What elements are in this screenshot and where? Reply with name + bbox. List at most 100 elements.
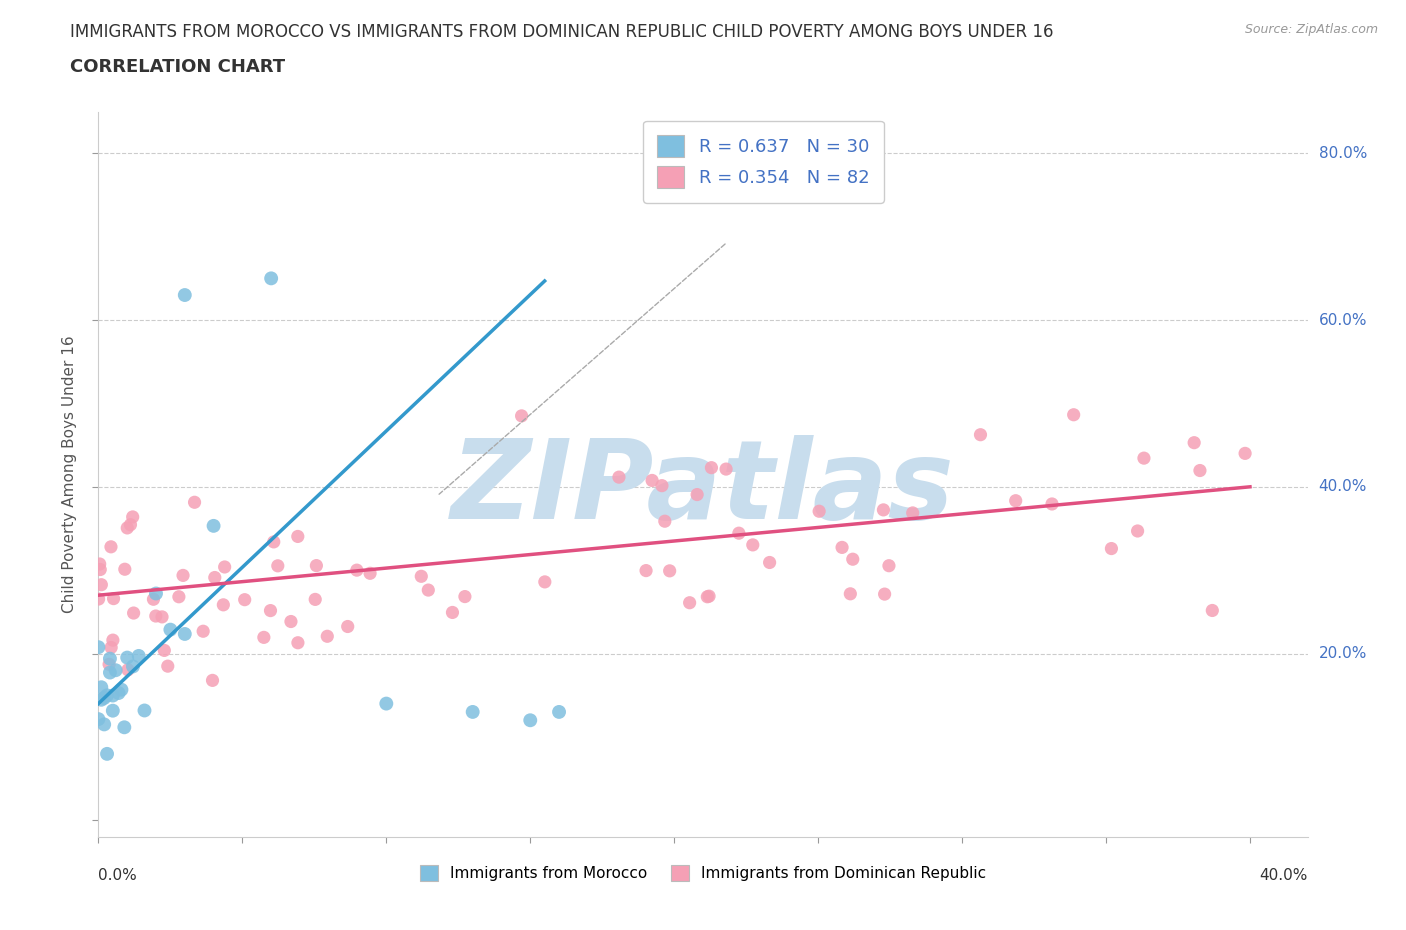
Point: [233, 592, 256, 607]
Point: [98, 657, 121, 671]
Point: [686, 487, 709, 502]
Point: [172, 568, 194, 583]
Point: [454, 589, 477, 604]
Point: [411, 569, 433, 584]
Point: [1182, 435, 1205, 450]
Point: [607, 470, 630, 485]
Point: [87, 640, 110, 655]
Point: [156, 658, 179, 673]
Point: [1099, 541, 1122, 556]
Point: [461, 705, 484, 720]
Point: [700, 460, 723, 475]
Point: [901, 506, 924, 521]
Point: [842, 551, 865, 566]
Text: ZIPatlas: ZIPatlas: [451, 435, 955, 542]
Text: 60.0%: 60.0%: [1319, 312, 1367, 327]
Point: [145, 586, 167, 601]
Point: [98, 651, 121, 666]
Point: [758, 555, 780, 570]
Point: [134, 703, 156, 718]
Point: [441, 605, 464, 620]
Point: [96, 747, 118, 762]
Point: [534, 575, 557, 590]
Text: 40.0%: 40.0%: [1319, 479, 1367, 495]
Text: 20.0%: 20.0%: [1319, 646, 1367, 661]
Point: [287, 635, 309, 650]
Point: [651, 478, 673, 493]
Point: [90, 578, 112, 592]
Point: [142, 591, 165, 606]
Point: [90, 680, 112, 695]
Point: [191, 624, 214, 639]
Point: [201, 673, 224, 688]
Point: [839, 587, 862, 602]
Point: [678, 595, 700, 610]
Text: IMMIGRANTS FROM MOROCCO VS IMMIGRANTS FROM DOMINICAN REPUBLIC CHILD POVERTY AMON: IMMIGRANTS FROM MOROCCO VS IMMIGRANTS FR…: [70, 23, 1054, 41]
Point: [100, 640, 122, 655]
Point: [159, 622, 181, 637]
Point: [112, 720, 135, 735]
Point: [267, 558, 290, 573]
Point: [101, 703, 124, 718]
Point: [117, 662, 139, 677]
Point: [202, 518, 225, 533]
Point: [808, 504, 831, 519]
Point: [280, 614, 302, 629]
Point: [183, 495, 205, 510]
Point: [375, 697, 398, 711]
Point: [87, 711, 110, 726]
Point: [359, 565, 381, 580]
Point: [173, 627, 195, 642]
Point: [93, 691, 115, 706]
Point: [117, 521, 139, 536]
Point: [1040, 497, 1063, 512]
Point: [101, 688, 124, 703]
Text: 40.0%: 40.0%: [1260, 868, 1308, 883]
Y-axis label: Child Poverty Among Boys Under 16: Child Poverty Among Boys Under 16: [62, 336, 77, 613]
Point: [305, 558, 328, 573]
Point: [115, 650, 138, 665]
Point: [122, 659, 145, 674]
Point: [304, 592, 326, 607]
Point: [418, 582, 440, 597]
Point: [1234, 446, 1257, 461]
Point: [1063, 407, 1085, 422]
Point: [287, 529, 309, 544]
Point: [122, 605, 145, 620]
Point: [872, 502, 894, 517]
Point: [636, 564, 658, 578]
Legend: Immigrants from Morocco, Immigrants from Dominican Republic: Immigrants from Morocco, Immigrants from…: [413, 859, 993, 887]
Point: [714, 461, 737, 476]
Point: [1126, 524, 1149, 538]
Point: [263, 535, 285, 550]
Point: [101, 632, 124, 647]
Point: [120, 517, 142, 532]
Point: [214, 560, 236, 575]
Point: [741, 538, 763, 552]
Point: [316, 629, 339, 644]
Point: [1188, 463, 1211, 478]
Point: [877, 558, 900, 573]
Point: [1133, 451, 1156, 466]
Text: 80.0%: 80.0%: [1319, 146, 1367, 161]
Point: [346, 563, 368, 578]
Point: [107, 685, 129, 700]
Point: [696, 590, 718, 604]
Text: CORRELATION CHART: CORRELATION CHART: [70, 58, 285, 75]
Point: [253, 630, 276, 644]
Point: [1004, 493, 1026, 508]
Point: [336, 619, 359, 634]
Point: [153, 643, 176, 658]
Point: [519, 712, 541, 727]
Point: [728, 525, 751, 540]
Point: [89, 556, 111, 571]
Point: [260, 271, 283, 286]
Point: [873, 587, 896, 602]
Point: [697, 589, 720, 604]
Text: 0.0%: 0.0%: [98, 868, 138, 883]
Point: [96, 688, 118, 703]
Point: [98, 665, 121, 680]
Point: [1201, 603, 1223, 618]
Point: [110, 683, 132, 698]
Point: [114, 562, 136, 577]
